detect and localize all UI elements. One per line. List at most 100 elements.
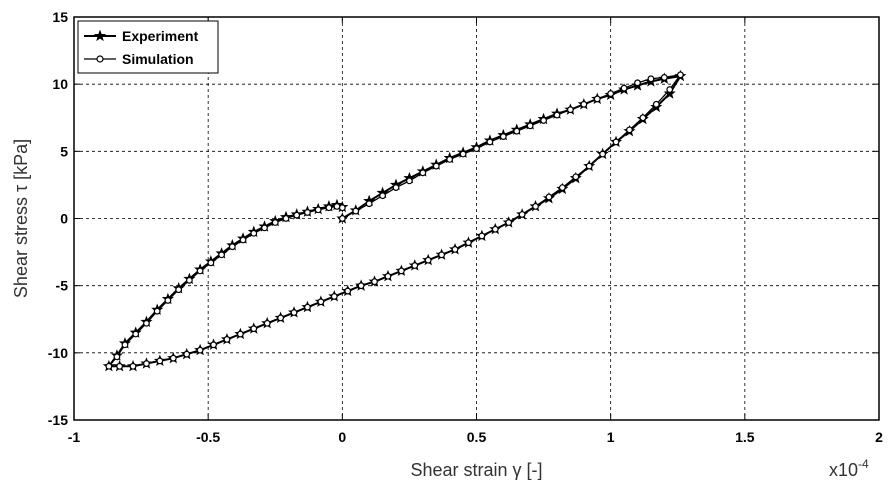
simulation-point — [473, 145, 480, 153]
y-tick-label: 0 — [60, 211, 68, 227]
simulation-point — [314, 206, 322, 214]
y-tick-label: 15 — [52, 9, 68, 25]
simulation-point — [626, 126, 633, 134]
simulation-point — [486, 138, 494, 146]
simulation-point — [660, 74, 668, 81]
x-tick-label: -0.5 — [196, 429, 220, 445]
simulation-point — [545, 193, 553, 201]
series-simulation — [105, 71, 684, 370]
x-tick-labels: -1 -0.5 0 0.5 1 1.5 2 — [68, 429, 883, 445]
simulation-point — [228, 243, 236, 251]
simulation-point — [357, 282, 365, 290]
simulation-point — [317, 298, 325, 306]
x-tick-label: 0.5 — [467, 429, 487, 445]
y-tick-label: 10 — [52, 76, 68, 92]
simulation-point — [612, 138, 620, 146]
simulation-point — [465, 239, 472, 247]
simulation-point — [424, 256, 432, 264]
simulation-point — [116, 362, 124, 370]
simulation-point — [169, 354, 177, 362]
simulation-point — [223, 336, 231, 343]
simulation-point — [143, 360, 150, 367]
simulation-point — [263, 319, 271, 327]
simulation-point — [432, 162, 440, 170]
series-line-experiment — [106, 74, 683, 368]
simulation-point — [620, 84, 628, 92]
series-layer — [102, 69, 687, 372]
simulation-point — [236, 330, 244, 338]
simulation-point — [371, 278, 378, 286]
legend-box — [77, 20, 219, 74]
simulation-point — [271, 219, 279, 226]
simulation-point — [397, 267, 405, 275]
simulation-point — [210, 341, 217, 349]
simulation-point — [491, 225, 499, 233]
simulation-point — [553, 111, 561, 119]
simulation-point — [639, 114, 647, 122]
simulation-point — [105, 362, 113, 370]
x-tick-label: 0 — [338, 429, 346, 445]
simulation-point — [677, 71, 684, 79]
tick-marks — [73, 16, 880, 421]
simulation-point — [218, 251, 225, 259]
simulation-point — [540, 117, 547, 124]
x-axis-label: Shear strain γ [-] — [410, 460, 542, 480]
simulation-point — [207, 259, 215, 267]
simulation-point — [593, 95, 601, 103]
x-multiplier-base: x10 — [829, 460, 858, 480]
simulation-point — [518, 211, 526, 218]
simulation-point — [365, 200, 373, 208]
simulation-point — [352, 207, 360, 215]
simulation-point — [634, 79, 641, 87]
simulation-point — [282, 215, 290, 222]
simulation-point — [446, 155, 454, 163]
simulation-point — [250, 229, 258, 237]
x-multiplier-exponent: -4 — [858, 457, 869, 471]
simulation-point — [558, 184, 566, 192]
simulation-point — [261, 224, 268, 232]
simulation-point — [338, 215, 346, 222]
simulation-point — [183, 350, 191, 358]
simulation-point — [532, 203, 539, 210]
simulation-point — [499, 133, 507, 140]
grid — [74, 17, 879, 420]
legend-simulation-marker — [96, 55, 104, 63]
simulation-point — [325, 204, 333, 212]
simulation-point — [585, 162, 593, 170]
simulation-point — [277, 314, 285, 322]
simulation-point — [185, 276, 193, 284]
legend-simulation-label: Simulation — [122, 51, 194, 67]
legend-experiment-marker — [93, 29, 107, 42]
simulation-point — [419, 169, 427, 177]
simulation-point — [304, 209, 311, 216]
x-tick-label: 2 — [875, 429, 883, 445]
legend-experiment-label: Experiment — [122, 28, 199, 44]
simulation-point — [175, 286, 183, 294]
simulation-point — [153, 307, 161, 315]
series-line-simulation — [107, 73, 682, 367]
y-tick-labels: -15 -10 -5 0 5 10 15 — [48, 9, 68, 428]
simulation-point — [156, 357, 164, 365]
simulation-point — [666, 86, 674, 93]
x-tick-label: -1 — [68, 429, 81, 445]
simulation-point — [411, 262, 419, 269]
simulation-point — [164, 297, 172, 304]
simulation-point — [344, 287, 352, 295]
y-tick-label: -15 — [48, 412, 68, 428]
x-axis-multiplier: x10-4 — [829, 457, 869, 480]
x-tick-label: 1 — [607, 429, 615, 445]
simulation-point — [459, 150, 467, 158]
simulation-point — [526, 122, 534, 130]
simulation-point — [652, 100, 660, 108]
simulation-point — [607, 90, 615, 97]
experiment-point — [663, 87, 676, 99]
simulation-point — [333, 203, 341, 210]
legend: Experiment Simulation — [77, 20, 219, 74]
simulation-point — [143, 319, 150, 327]
simulation-point — [392, 184, 400, 192]
simulation-point — [250, 325, 258, 333]
simulation-point — [304, 303, 311, 311]
series-experiment — [102, 69, 687, 372]
simulation-point — [379, 192, 386, 200]
